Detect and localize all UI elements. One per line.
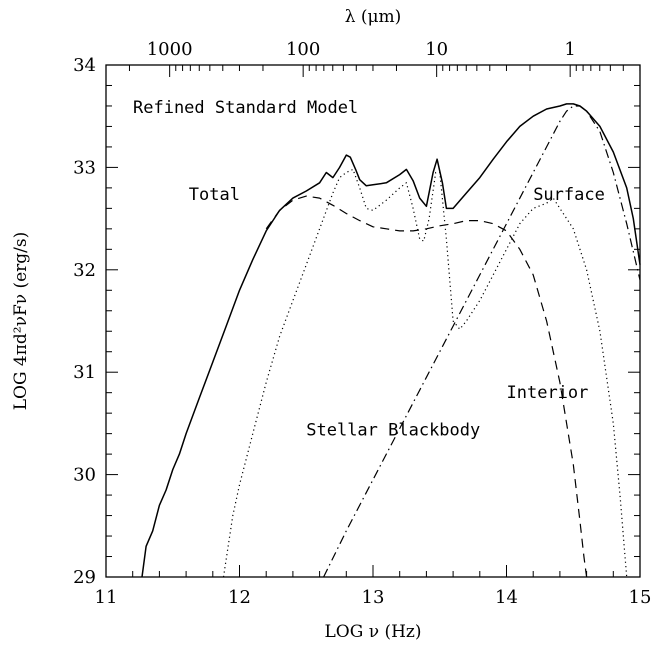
top-tick-label: 10 [425,39,448,60]
x-tick-label: 14 [495,587,518,608]
series-interior [265,195,588,578]
annotation-stellar-blackbody: Stellar Blackbody [306,421,480,441]
annotations: Total Surface Interior Stellar Blackbody [189,185,605,441]
x-tick-label: 11 [95,587,118,608]
top-tick-label: 1 [564,39,575,60]
x-tick-label: 15 [629,587,652,608]
top-axis-label: λ (μm) [345,7,402,27]
annotation-interior: Interior [507,383,589,403]
annotation-surface: Surface [533,185,605,205]
axis-ticks [106,65,641,577]
plot-frame [105,64,641,578]
x-axis-label: LOG ν (Hz) [325,622,422,642]
y-tick-label: 34 [73,55,96,76]
y-tick-label: 30 [73,465,96,486]
series-total [141,103,641,578]
data-series [141,103,641,578]
top-tick-label: 1000 [147,39,193,60]
series-stellar-blackbody [323,105,641,578]
y-tick-label: 29 [73,567,96,588]
axis-tick-labels: 11 12 13 14 15 29 30 31 32 33 34 1000 100 10 1 [73,39,651,608]
y-tick-label: 33 [73,157,96,178]
y-axis-label: LOG 4πd²νFν (erg/s) [11,232,31,411]
top-tick-label: 100 [286,39,320,60]
chart-title: Refined Standard Model [133,98,358,118]
x-tick-label: 12 [228,587,251,608]
x-tick-label: 13 [362,587,385,608]
y-tick-label: 31 [73,362,96,383]
annotation-total: Total [189,185,240,205]
series-surface [222,168,628,578]
y-tick-label: 32 [73,260,96,281]
